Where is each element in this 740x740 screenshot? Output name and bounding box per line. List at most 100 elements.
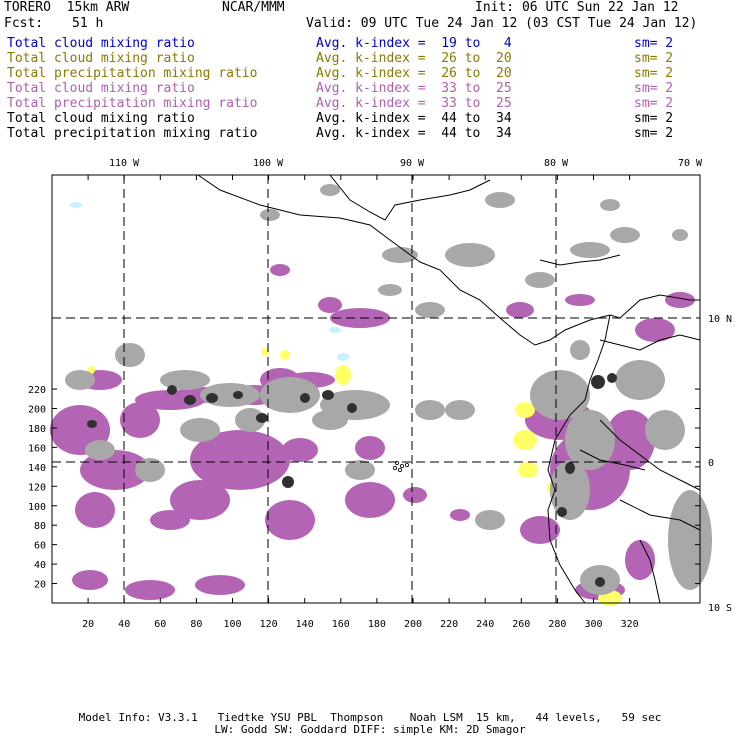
coastline <box>599 419 701 491</box>
cloud-area-gray <box>415 302 445 318</box>
y-tick-label: 220 <box>28 385 46 396</box>
model-title: TORERO 15km ARW <box>4 0 130 15</box>
heavy-precip-core <box>322 390 334 400</box>
coastline <box>599 334 701 351</box>
x-tick-label: 320 <box>621 619 639 630</box>
precip-area-yellow <box>261 348 269 356</box>
precip-area-purple <box>345 482 395 518</box>
x-tick-label: 120 <box>260 619 278 630</box>
model-info-line2: LW: Godd SW: Goddard DIFF: simple KM: 2D… <box>214 723 526 736</box>
x-tick-label: 80 <box>190 619 202 630</box>
cloud-area-gray <box>672 229 688 241</box>
heavy-precip-core <box>87 420 97 428</box>
precip-area-purple <box>120 402 160 438</box>
cloud-area-gray <box>180 418 220 442</box>
center-name: NCAR/MMM <box>222 0 285 15</box>
cloud-area-gray <box>475 510 505 530</box>
legend-field-label: Total cloud mixing ratio <box>7 36 195 51</box>
galapagos-island <box>404 462 409 467</box>
cloud-area-gray <box>645 410 685 450</box>
longitude-label: 70 W <box>678 158 703 169</box>
light-cloud-area <box>70 202 82 208</box>
heavy-precip-core <box>607 373 617 383</box>
heavy-precip-core <box>347 403 357 413</box>
cloud-area-gray <box>570 340 590 360</box>
precip-area-purple <box>635 318 675 342</box>
cloud-area-gray <box>530 370 590 420</box>
valid-time: Valid: 09 UTC Tue 24 Jan 12 (03 CST Tue … <box>306 16 698 31</box>
heavy-precip-core <box>595 577 605 587</box>
heavy-precip-core <box>565 462 575 474</box>
cloud-area-gray <box>160 370 210 390</box>
cloud-area-gray <box>235 408 265 432</box>
heavy-precip-core <box>300 393 310 403</box>
x-tick-label: 100 <box>223 619 241 630</box>
y-tick-label: 160 <box>28 443 46 454</box>
legend-smoothing: sm= 2 <box>634 96 674 111</box>
forecast-label: Fcst: <box>4 16 44 31</box>
cloud-area-gray <box>445 400 475 420</box>
precip-area-purple <box>265 500 315 540</box>
legend-smoothing: sm= 2 <box>634 81 674 96</box>
longitude-label: 100 W <box>253 158 284 169</box>
precip-area-purple <box>450 509 470 521</box>
coastline <box>329 174 491 221</box>
cloud-area-gray <box>260 377 320 413</box>
precip-area-yellow <box>515 402 535 418</box>
map-frame <box>51 174 701 604</box>
precip-area-purple <box>605 410 655 470</box>
longitude-label: 110 W <box>109 158 140 169</box>
cloud-area-gray <box>610 227 640 243</box>
precip-area-yellow <box>513 430 537 450</box>
cloud-area-gray <box>570 242 610 258</box>
heavy-precip-core <box>557 507 567 517</box>
precip-area-purple <box>170 480 230 520</box>
forecast-hour: 51 h <box>72 16 104 31</box>
x-tick-label: 40 <box>118 619 130 630</box>
x-tick-label: 220 <box>440 619 458 630</box>
precip-area-purple <box>403 487 427 503</box>
legend-kindex: Avg. k-index = 19 to 4 <box>316 36 512 51</box>
legend-field-label: Total cloud mixing ratio <box>7 111 195 126</box>
x-tick-label: 300 <box>584 619 602 630</box>
y-tick-label: 60 <box>34 541 46 552</box>
x-tick-label: 160 <box>332 619 350 630</box>
cloud-area-gray <box>320 184 340 196</box>
precip-area-purple <box>80 450 150 490</box>
cloud-area-gray <box>378 284 402 296</box>
galapagos-island <box>394 460 399 465</box>
init-time: Init: 06 UTC Sun 22 Jan 12 <box>475 0 679 15</box>
longitude-label: 80 W <box>544 158 569 169</box>
precip-area-purple <box>195 575 245 595</box>
legend-field-label: Total cloud mixing ratio <box>7 81 195 96</box>
precip-area-yellow <box>518 462 538 478</box>
cloud-area-gray <box>668 490 712 590</box>
cloud-area-gray <box>615 360 665 400</box>
cloud-area-gray <box>135 458 165 482</box>
y-tick-label: 100 <box>28 502 46 513</box>
cloud-area-gray <box>260 209 280 221</box>
precip-area-purple <box>355 436 385 460</box>
heavy-precip-core <box>206 393 218 403</box>
y-tick-label: 140 <box>28 463 46 474</box>
legend-kindex: Avg. k-index = 26 to 20 <box>316 66 512 81</box>
coastline <box>539 254 621 266</box>
precip-area-purple <box>665 292 695 308</box>
legend-kindex: Avg. k-index = 33 to 25 <box>316 81 512 96</box>
heavy-precip-core <box>591 375 605 389</box>
cloud-area-gray <box>312 410 348 430</box>
light-cloud-area <box>337 353 349 361</box>
legend-field-label: Total precipitation mixing ratio <box>7 96 258 111</box>
coastline <box>639 539 661 604</box>
heavy-precip-core <box>282 476 294 488</box>
heavy-precip-core <box>233 391 243 399</box>
cloud-area-gray <box>445 243 495 267</box>
galapagos-island <box>397 467 402 472</box>
x-tick-label: 280 <box>548 619 566 630</box>
legend-smoothing: sm= 2 <box>634 36 674 51</box>
cloud-area-gray <box>565 410 615 470</box>
x-tick-label: 260 <box>512 619 530 630</box>
y-tick-label: 80 <box>34 521 46 532</box>
legend-kindex: Avg. k-index = 44 to 34 <box>316 126 512 141</box>
